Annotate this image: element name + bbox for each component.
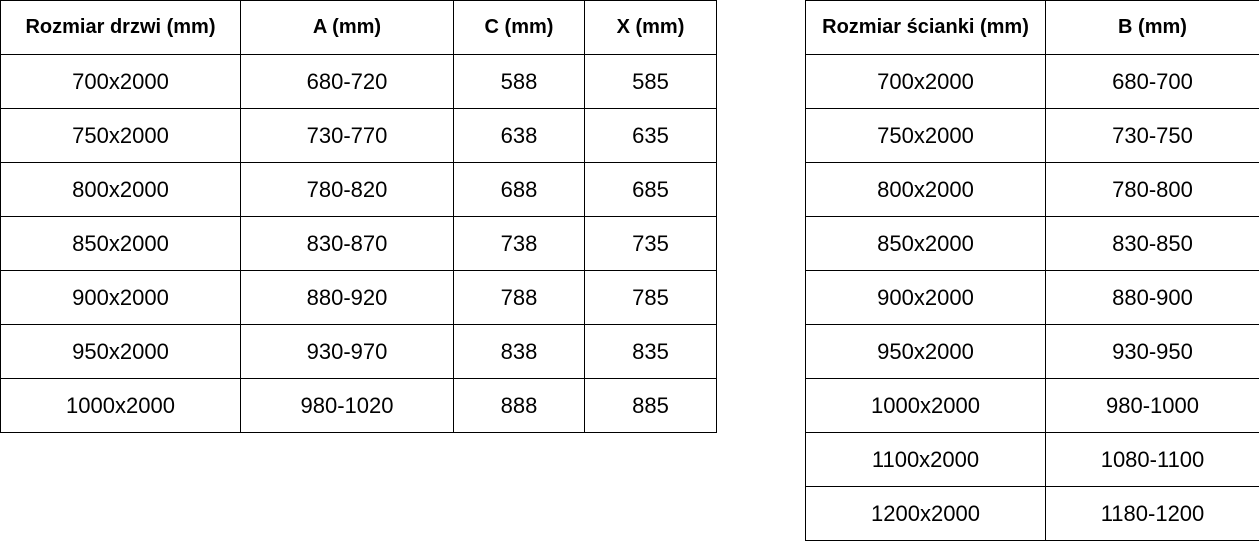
- table-cell: 780-800: [1045, 162, 1259, 217]
- table-cell: 1200x2000: [805, 486, 1046, 541]
- table-cell: 850x2000: [805, 216, 1046, 271]
- table-row: 750x2000 730-750: [805, 108, 1259, 163]
- column-header: A (mm): [240, 0, 454, 55]
- column-header: Rozmiar ścianki (mm): [805, 0, 1046, 55]
- table-cell: 700x2000: [805, 54, 1046, 109]
- table-cell: 800x2000: [0, 162, 241, 217]
- table-cell: 930-950: [1045, 324, 1259, 379]
- table-cell: 688: [453, 162, 585, 217]
- table-cell: 730-750: [1045, 108, 1259, 163]
- table-cell: 785: [584, 270, 717, 325]
- table-row: 1000x2000 980-1020 888 885: [0, 378, 717, 433]
- table-cell: 950x2000: [805, 324, 1046, 379]
- table-cell: 680-700: [1045, 54, 1259, 109]
- table-cell: 1000x2000: [805, 378, 1046, 433]
- table-row: 1100x2000 1080-1100: [805, 432, 1259, 487]
- table-cell: 750x2000: [0, 108, 241, 163]
- table-row: 850x2000 830-870 738 735: [0, 216, 717, 271]
- table-cell: 730-770: [240, 108, 454, 163]
- table-cell: 735: [584, 216, 717, 271]
- table-row: 700x2000 680-700: [805, 54, 1259, 109]
- table-row: 900x2000 880-900: [805, 270, 1259, 325]
- table-cell: 738: [453, 216, 585, 271]
- table-cell: 888: [453, 378, 585, 433]
- table-cell: 835: [584, 324, 717, 379]
- header-row: Rozmiar ścianki (mm) B (mm): [805, 0, 1259, 55]
- table-cell: 635: [584, 108, 717, 163]
- table-cell: 830-870: [240, 216, 454, 271]
- table-cell: 850x2000: [0, 216, 241, 271]
- table-row: 1200x2000 1180-1200: [805, 486, 1259, 541]
- door-size-table: Rozmiar drzwi (mm) A (mm) C (mm) X (mm) 700x…: [0, 0, 717, 433]
- table-row: 750x2000 730-770 638 635: [0, 108, 717, 163]
- table-row: 800x2000 780-820 688 685: [0, 162, 717, 217]
- table-row: 950x2000 930-970 838 835: [0, 324, 717, 379]
- table-cell: 638: [453, 108, 585, 163]
- wall-size-table: Rozmiar ścianki (mm) B (mm) 700x2000 680-70…: [805, 0, 1259, 541]
- table-cell: 700x2000: [0, 54, 241, 109]
- table-cell: 1080-1100: [1045, 432, 1259, 487]
- table-cell: 900x2000: [805, 270, 1046, 325]
- table-row: 1000x2000 980-1000: [805, 378, 1259, 433]
- table-cell: 1180-1200: [1045, 486, 1259, 541]
- table-cell: 880-900: [1045, 270, 1259, 325]
- column-header: X (mm): [584, 0, 717, 55]
- table-cell: 685: [584, 162, 717, 217]
- column-header: C (mm): [453, 0, 585, 55]
- table-cell: 950x2000: [0, 324, 241, 379]
- table-cell: 680-720: [240, 54, 454, 109]
- header-row: Rozmiar drzwi (mm) A (mm) C (mm) X (mm): [0, 0, 717, 55]
- table-row: 850x2000 830-850: [805, 216, 1259, 271]
- table-row: 950x2000 930-950: [805, 324, 1259, 379]
- table-cell: 588: [453, 54, 585, 109]
- table-cell: 585: [584, 54, 717, 109]
- table-cell: 788: [453, 270, 585, 325]
- table-row: 800x2000 780-800: [805, 162, 1259, 217]
- table-cell: 800x2000: [805, 162, 1046, 217]
- column-header: Rozmiar drzwi (mm): [0, 0, 241, 55]
- table-cell: 838: [453, 324, 585, 379]
- table-row: 900x2000 880-920 788 785: [0, 270, 717, 325]
- table-cell: 885: [584, 378, 717, 433]
- table-cell: 880-920: [240, 270, 454, 325]
- table-cell: 1000x2000: [0, 378, 241, 433]
- table-cell: 830-850: [1045, 216, 1259, 271]
- table-row: 700x2000 680-720 588 585: [0, 54, 717, 109]
- column-header: B (mm): [1045, 0, 1259, 55]
- table-cell: 980-1020: [240, 378, 454, 433]
- table-cell: 1100x2000: [805, 432, 1046, 487]
- table-cell: 900x2000: [0, 270, 241, 325]
- table-cell: 930-970: [240, 324, 454, 379]
- table-cell: 780-820: [240, 162, 454, 217]
- table-cell: 980-1000: [1045, 378, 1259, 433]
- table-cell: 750x2000: [805, 108, 1046, 163]
